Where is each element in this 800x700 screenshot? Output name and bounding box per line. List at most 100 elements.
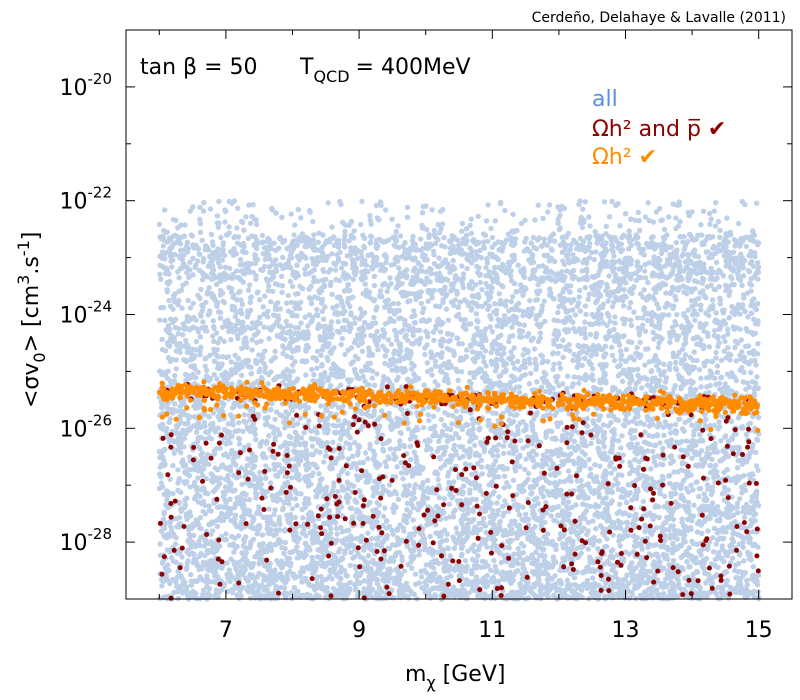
all-point: [685, 286, 692, 292]
all-point: [515, 262, 521, 268]
all-point: [175, 331, 181, 337]
all-point: [743, 431, 750, 438]
all-point: [388, 426, 394, 433]
all-point: [737, 311, 743, 317]
all-point: [206, 461, 212, 467]
all-point: [165, 342, 171, 348]
all-point: [303, 447, 310, 453]
all-point: [732, 344, 738, 351]
all-point: [611, 431, 618, 437]
all-point: [586, 255, 593, 261]
all-point: [234, 268, 240, 274]
all-point: [192, 374, 199, 381]
all-point: [498, 559, 504, 566]
all-point: [539, 303, 545, 309]
all-point: [382, 252, 388, 258]
all-point: [470, 336, 477, 343]
all-point: [494, 500, 500, 506]
all-point: [517, 583, 523, 589]
all-point: [722, 321, 729, 327]
all-point: [582, 355, 588, 361]
all-point: [708, 491, 714, 498]
all-point: [459, 263, 465, 269]
all-point: [524, 333, 530, 339]
all-point: [548, 291, 554, 297]
all-point: [526, 381, 533, 387]
all-point: [580, 501, 586, 507]
all-point: [321, 283, 328, 290]
all-point: [733, 358, 739, 364]
all-point: [725, 345, 731, 351]
all-point: [600, 422, 607, 428]
all-point: [164, 497, 170, 503]
all-point: [249, 337, 255, 343]
all-point: [672, 490, 679, 497]
all-point: [459, 220, 466, 227]
all-point: [611, 357, 618, 364]
all-point: [704, 515, 711, 521]
all-point: [499, 503, 506, 510]
all-point: [713, 355, 719, 361]
all-point: [442, 284, 448, 290]
all-point: [555, 350, 561, 357]
all-point: [244, 463, 250, 469]
all-point: [398, 315, 404, 321]
all-point: [715, 218, 722, 225]
all-point: [749, 379, 756, 385]
series-all-points: [156, 198, 762, 602]
all-point: [497, 342, 504, 349]
all-point: [555, 309, 561, 316]
all-point: [525, 306, 531, 313]
all-point: [409, 565, 415, 571]
all-point: [350, 235, 357, 241]
all-point: [340, 219, 346, 226]
all-point: [275, 313, 281, 319]
all-point: [671, 584, 677, 591]
all-point: [417, 236, 424, 242]
all-point: [521, 322, 527, 328]
all-point: [330, 422, 336, 429]
all-point: [576, 300, 582, 306]
credit-text: Cerdeño, Delahaye & Lavalle (2011): [531, 10, 786, 26]
all-point: [367, 499, 373, 506]
all-point: [218, 510, 225, 517]
all-point: [185, 297, 191, 304]
all-point: [714, 503, 721, 510]
all-point: [379, 408, 385, 414]
all-point: [587, 223, 593, 229]
all-point: [580, 206, 586, 212]
all-point: [606, 273, 612, 279]
all-point: [393, 329, 400, 336]
all-point: [362, 450, 369, 456]
all-point: [240, 279, 246, 285]
all-point: [552, 374, 559, 380]
all-point: [508, 530, 514, 537]
all-point: [187, 305, 194, 311]
all-point: [287, 563, 294, 569]
all-point: [289, 475, 295, 481]
all-point: [689, 422, 695, 428]
all-point: [223, 499, 229, 506]
all-point: [506, 338, 512, 345]
all-point: [423, 562, 429, 568]
all-point: [283, 300, 290, 306]
all-point: [380, 441, 386, 447]
all-point: [632, 435, 638, 441]
all-point: [427, 593, 433, 599]
all-point: [637, 339, 643, 345]
all-point: [555, 216, 561, 222]
all-point: [266, 283, 272, 289]
all-point: [511, 365, 518, 371]
all-point: [732, 519, 738, 525]
all-point: [703, 249, 709, 255]
all-point: [231, 549, 237, 555]
all-point: [615, 288, 621, 294]
all-point: [262, 293, 268, 299]
all-point: [503, 298, 509, 304]
all-point: [221, 426, 228, 433]
all-point: [621, 321, 627, 327]
all-point: [304, 342, 310, 348]
all-point: [656, 367, 662, 373]
all-point: [460, 507, 466, 513]
all-point: [237, 256, 244, 263]
